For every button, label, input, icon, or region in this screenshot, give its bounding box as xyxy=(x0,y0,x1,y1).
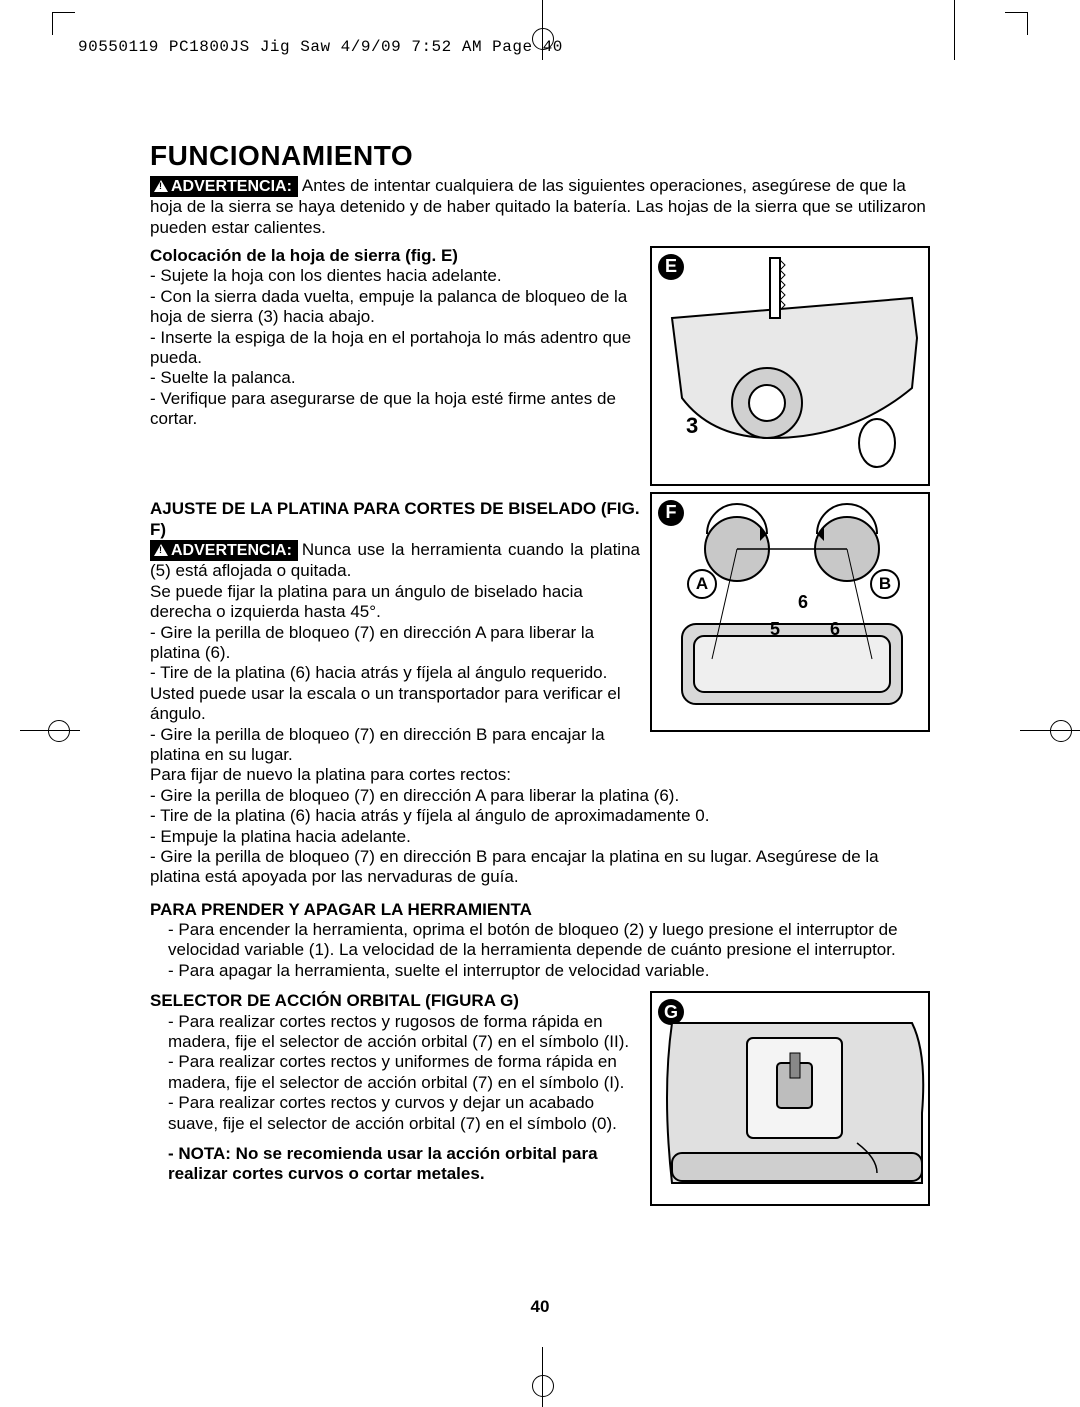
warning-label: ADVERTENCIA: xyxy=(171,542,292,559)
section2-line: - Gire la perilla de bloqueo (7) en dire… xyxy=(150,786,930,806)
figure-g: G xyxy=(650,991,930,1206)
section2-line: - Gire la perilla de bloqueo (7) en dire… xyxy=(150,725,640,766)
page-number: 40 xyxy=(0,1297,1080,1317)
figure-e-num3: 3 xyxy=(686,413,698,439)
section4-col: SELECTOR DE ACCIÓN ORBITAL (FIGURA G) - … xyxy=(150,991,640,1185)
figures-col: E 3 F xyxy=(650,246,930,732)
figure-f-n5: 5 xyxy=(770,619,780,640)
figure-f-B: B xyxy=(870,569,900,599)
warning-triangle-icon xyxy=(154,544,168,556)
section2-line: - Gire la perilla de bloqueo (7) en dire… xyxy=(150,847,930,888)
section1-line: - Con la sierra dada vuelta, empuje la p… xyxy=(150,287,640,328)
section-blade-col: Colocación de la hoja de sierra (fig. E)… xyxy=(150,246,640,765)
section1-line: - Inserte la espiga de la hoja en el por… xyxy=(150,328,640,369)
crop-mark-tr xyxy=(1005,12,1028,35)
intro-paragraph: ADVERTENCIA:Antes de intentar cualquiera… xyxy=(150,176,930,238)
section1-line: - Sujete la hoja con los dientes hacia a… xyxy=(150,266,640,286)
section4-line: - Para realizar cortes rectos y uniforme… xyxy=(150,1052,640,1093)
orbital-selector-icon xyxy=(652,993,932,1208)
section1-line: - Suelte la palanca. xyxy=(150,368,640,388)
section1-title: Colocación de la hoja de sierra (fig. E) xyxy=(150,246,640,266)
section2-title: AJUSTE DE LA PLATINA PARA CORTES DE BISE… xyxy=(150,499,640,540)
section2-para2: Para fijar de nuevo la platina para cort… xyxy=(150,765,930,785)
crop-line xyxy=(954,0,955,60)
figure-f-A: A xyxy=(687,569,717,599)
section2-line: - Tire de la platina (6) hacia atrás y f… xyxy=(150,806,930,826)
figure-f: F A B xyxy=(650,492,930,732)
section2-warning: ADVERTENCIA:Nunca use la herramienta cua… xyxy=(150,540,640,582)
page-content: FUNCIONAMIENTO ADVERTENCIA:Antes de inte… xyxy=(150,140,930,1206)
section2-line: - Gire la perilla de bloqueo (7) en dire… xyxy=(150,623,640,664)
section3-title: PARA PRENDER Y APAGAR LA HERRAMIENTA xyxy=(150,900,930,920)
crop-mark-tl xyxy=(52,12,75,35)
section4-title: SELECTOR DE ACCIÓN ORBITAL (FIGURA G) xyxy=(150,991,640,1011)
section3-line: - Para apagar la herramienta, suelte el … xyxy=(150,961,930,981)
section4-line: - Para realizar cortes rectos y curvos y… xyxy=(150,1093,640,1134)
section4-line: - Para realizar cortes rectos y rugosos … xyxy=(150,1012,640,1053)
warning-label: ADVERTENCIA: xyxy=(171,178,292,195)
figure-f-n6a: 6 xyxy=(798,592,808,613)
print-header: 90550119 PC1800JS Jig Saw 4/9/09 7:52 AM… xyxy=(78,38,563,56)
warning-triangle-icon xyxy=(154,180,168,192)
warning-badge: ADVERTENCIA: xyxy=(150,540,298,561)
figure-f-n6b: 6 xyxy=(830,619,840,640)
page-title: FUNCIONAMIENTO xyxy=(150,140,930,172)
warning-badge: ADVERTENCIA: xyxy=(150,176,298,197)
section2-line: - Empuje la platina hacia adelante. xyxy=(150,827,930,847)
section3-line: - Para encender la herramienta, oprima e… xyxy=(150,920,930,961)
section2-line: - Tire de la platina (6) hacia atrás y f… xyxy=(150,663,640,724)
section2-para: Se puede fijar la platina para un ángulo… xyxy=(150,582,640,623)
section1-line: - Verifique para asegurarse de que la ho… xyxy=(150,389,640,430)
manual-page: 90550119 PC1800JS Jig Saw 4/9/09 7:52 AM… xyxy=(0,0,1080,1397)
figure-e: E 3 xyxy=(650,246,930,486)
figure-g-col: G xyxy=(650,991,930,1206)
platen-icon xyxy=(652,494,932,734)
jigsaw-icon xyxy=(652,248,932,488)
section4-note: - NOTA: No se recomienda usar la acción … xyxy=(150,1144,640,1185)
